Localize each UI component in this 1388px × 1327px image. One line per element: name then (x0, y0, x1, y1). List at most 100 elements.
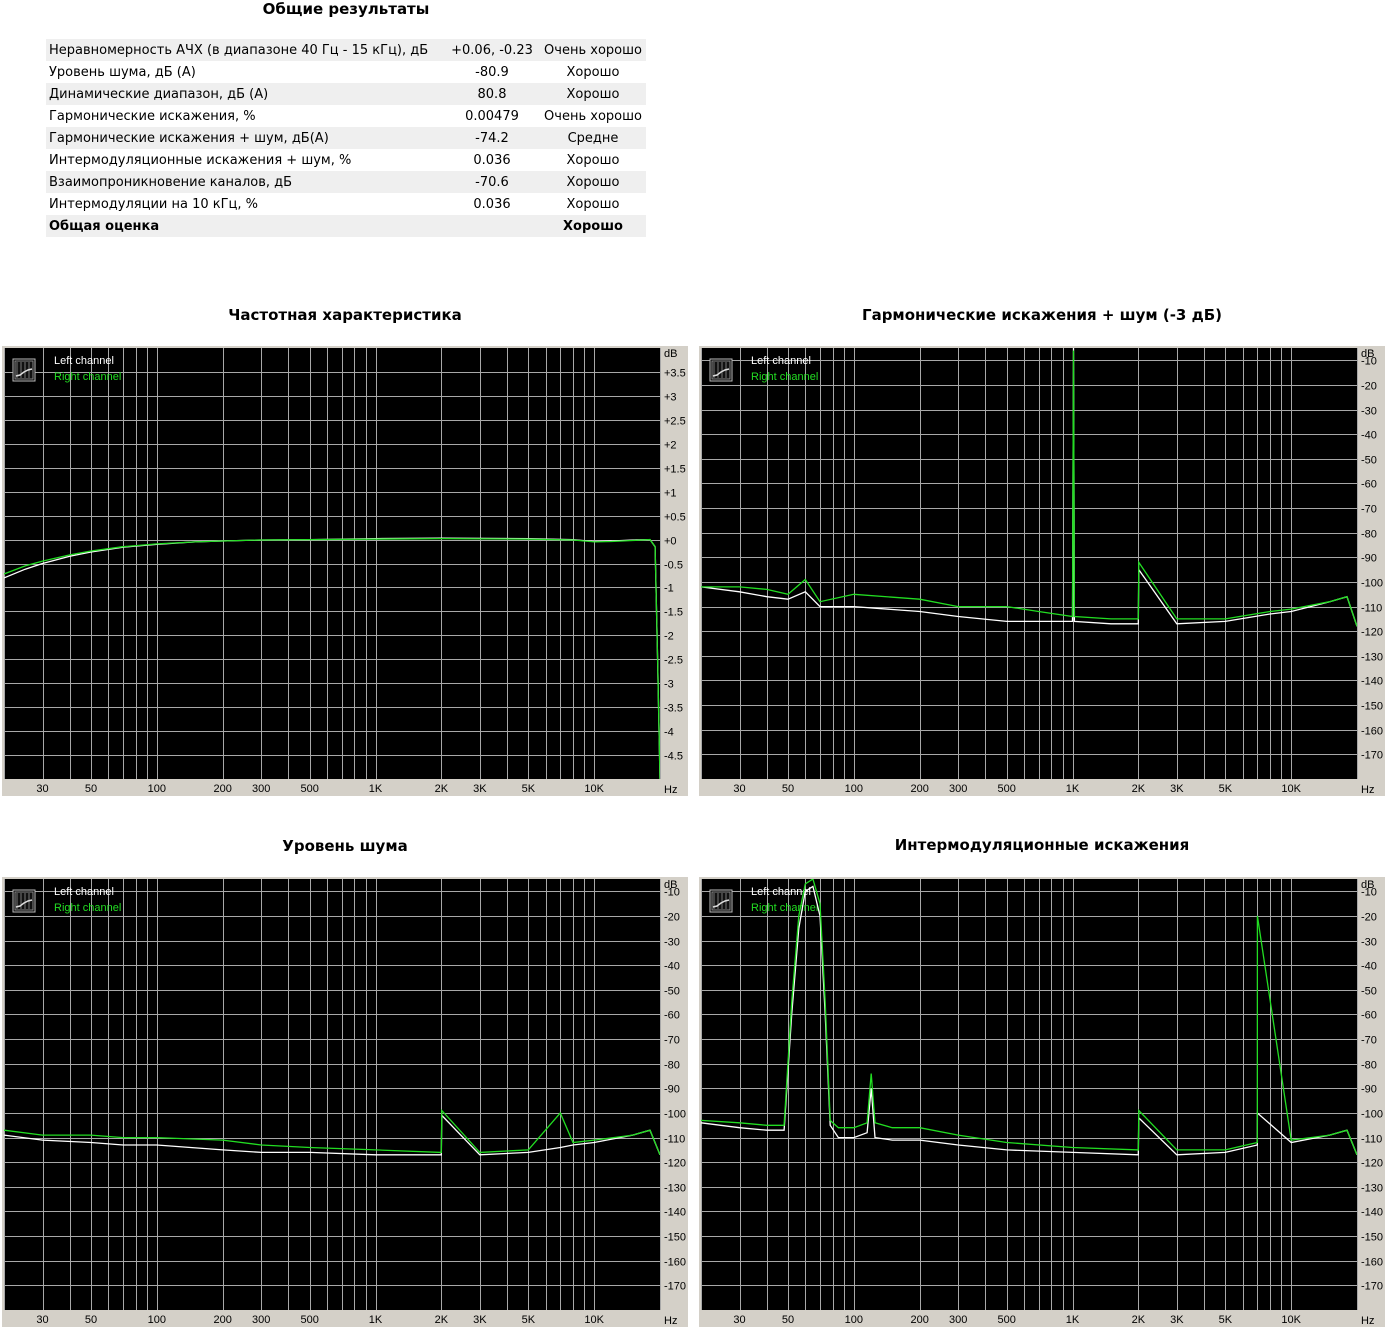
chart-thd-noise: -10 -20 -30 -40 -50 -60 -70 -80 -90 -100 -110 -120 -… (699, 346, 1385, 796)
x-tick-label: 2K (1132, 1314, 1146, 1326)
x-unit-label: Hz (1361, 1315, 1374, 1327)
x-tick-label: 500 (998, 1314, 1016, 1326)
metric-name: Динамические диапазон, дБ (А) (46, 83, 444, 105)
x-tick-label: 30 (733, 783, 745, 795)
x-tick-label: 10K (584, 1314, 604, 1326)
x-tick-label: 1K (369, 783, 383, 795)
chart-title-thd-noise: Гармонические искажения + шум (-3 дБ) (862, 306, 1222, 324)
total-label: Общая оценка (46, 215, 444, 237)
x-tick-label: 100 (148, 783, 166, 795)
x-tick-label: 100 (845, 1314, 863, 1326)
y-tick-label: -40 (1361, 961, 1377, 973)
y-tick-label: -120 (664, 1158, 686, 1170)
metric-name: Уровень шума, дБ (А) (49, 64, 196, 80)
y-tick-label: -110 (1361, 603, 1382, 615)
y-tick-label: -20 (1361, 381, 1377, 393)
legend-right-channel: Right channel (751, 902, 818, 914)
y-tick-label: -160 (664, 1257, 686, 1269)
grid (701, 348, 1358, 779)
legend-left-channel: Left channel (751, 355, 811, 367)
metric-name: Неравномерность АЧХ (в диапазоне 40 Гц -… (46, 39, 444, 61)
metric-name: Интермодуляционные искажения + шум, % (49, 152, 352, 168)
y-tick-label: -3.5 (664, 703, 683, 715)
x-tick-label: 2K (435, 783, 449, 795)
plot-area (4, 348, 660, 779)
x-tick-label: 10K (584, 783, 604, 795)
x-tick-label: 3K (1170, 1314, 1184, 1326)
x-tick-label: 50 (85, 783, 97, 795)
x-tick-label: 200 (213, 783, 231, 795)
x-tick-label: 10K (1281, 783, 1301, 795)
grid (4, 348, 661, 779)
y-tick-label: -70 (664, 1035, 680, 1047)
metric-value: 0.00479 (465, 108, 519, 124)
y-tick-label: -30 (664, 937, 680, 949)
y-tick-label: +0.5 (664, 512, 686, 524)
x-tick-label: 200 (213, 1314, 231, 1326)
plot-area (4, 879, 660, 1310)
chart-title-frequency-response: Частотная характеристика (228, 306, 462, 324)
y-tick-label: -50 (1361, 986, 1377, 998)
y-unit-label: dB (1361, 348, 1374, 360)
metric-rating: Очень хорошо (544, 108, 642, 124)
y-tick-label: -130 (664, 1183, 686, 1195)
metric-value: -70.6 (444, 171, 540, 193)
metric-rating: Хорошо (566, 196, 620, 212)
y-tick-label: -0.5 (664, 560, 683, 572)
metric-name: Гармонические искажения, % (49, 108, 256, 124)
y-tick-label: -80 (1361, 529, 1377, 541)
y-tick-label: -1 (664, 583, 674, 595)
x-tick-label: 10K (1281, 1314, 1301, 1326)
y-tick-label: -1.5 (664, 607, 683, 619)
y-tick-label: -140 (664, 1207, 686, 1219)
x-tick-label: 2K (1132, 783, 1146, 795)
x-tick-label: 30 (36, 1314, 48, 1326)
x-tick-label: 300 (252, 1314, 270, 1326)
y-unit-label: dB (664, 348, 677, 360)
legend-left-channel: Left channel (54, 886, 114, 898)
x-tick-label: 1K (369, 1314, 383, 1326)
y-tick-label: -60 (664, 1010, 680, 1022)
grid (701, 879, 1358, 1310)
y-tick-label: -160 (1361, 1257, 1383, 1269)
table-row: Неравномерность АЧХ (в диапазоне 40 Гц -… (46, 39, 646, 61)
x-tick-label: 50 (782, 783, 794, 795)
y-tick-label: -90 (1361, 553, 1377, 565)
chart-noise-level: -10 -20 -30 -40 -50 -60 -70 -80 -90 -100 -110 -120 -… (2, 877, 688, 1327)
x-tick-label: 300 (949, 783, 967, 795)
metric-value: 0.036 (473, 196, 511, 212)
table-row: Гармонические искажения, % 0.00479 Очень х… (46, 105, 646, 127)
chart-title-imd: Интермодуляционные искажения (894, 836, 1190, 854)
y-tick-label: -60 (1361, 479, 1377, 491)
legend-right-channel: Right channel (54, 902, 121, 914)
chart-panel-noise-level: -10 -20 -30 -40 -50 -60 -70 -80 -90 -100 -110 -120 -… (2, 877, 688, 1327)
table-row: Уровень шума, дБ (А) -80.9 Хорошо (46, 61, 646, 83)
x-tick-label: 50 (782, 1314, 794, 1326)
legend-right-channel: Right channel (751, 371, 818, 383)
x-tick-label: 100 (148, 1314, 166, 1326)
y-unit-label: dB (664, 879, 677, 891)
y-tick-label: -170 (1361, 1281, 1383, 1293)
chart-panel-thd-noise: -10 -20 -30 -40 -50 -60 -70 -80 -90 -100 -110 -120 -… (699, 346, 1385, 796)
y-tick-label: -150 (664, 1232, 686, 1244)
metric-value: 80.8 (444, 83, 540, 105)
y-tick-label: -100 (1361, 578, 1383, 590)
x-tick-label: 5K (522, 1314, 536, 1326)
y-tick-label: -120 (1361, 627, 1383, 639)
y-tick-label: +2 (664, 440, 677, 452)
chart-icon (709, 889, 733, 913)
series-left-channel (4, 1113, 660, 1156)
metric-rating: Хорошо (540, 83, 646, 105)
x-tick-label: 5K (1219, 1314, 1233, 1326)
y-tick-label: -20 (664, 912, 680, 924)
y-tick-label: +1.5 (664, 464, 686, 476)
chart-title-noise-level: Уровень шума (282, 837, 408, 855)
plot-area (701, 879, 1357, 1310)
total-row: Общая оценка Хорошо (46, 215, 646, 237)
metric-value: 0.036 (473, 152, 511, 168)
legend-left-channel: Left channel (54, 355, 114, 367)
y-tick-label: -160 (1361, 726, 1383, 738)
x-tick-label: 5K (522, 783, 536, 795)
x-tick-label: 300 (252, 783, 270, 795)
chart-imd: -10 -20 -30 -40 -50 -60 -70 -80 -90 -100 -110 -120 -… (699, 877, 1385, 1327)
